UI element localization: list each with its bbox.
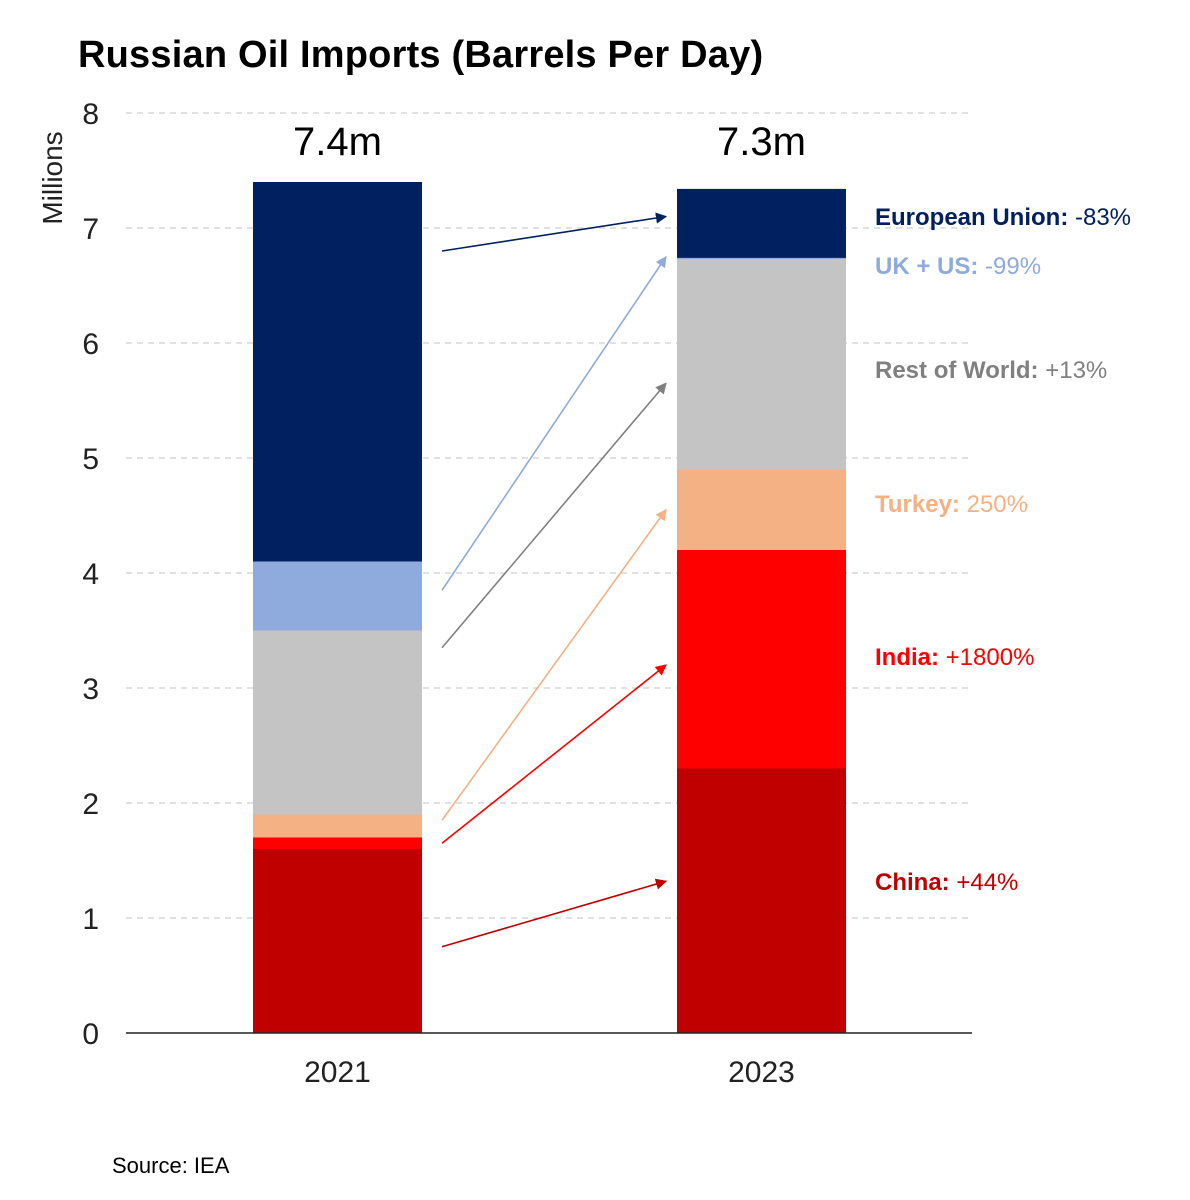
annotation-european-union: European Union: -83% [875,204,1131,231]
source-note: Source: IEA [112,1153,230,1178]
arrow-european-union [441,212,668,252]
y-tick-label: 7 [82,213,99,246]
bar-segment-rest-of-world-2021 [253,630,422,815]
arrow-india [441,664,667,844]
bar-total-label: 7.4m [293,120,382,164]
bar-segment-uk-us-2023 [677,257,846,260]
annotation-name: Rest of World: [875,357,1039,384]
annotation-change: +44% [950,869,1019,896]
x-tick-label: 2023 [728,1056,795,1089]
bar-segment-china-2023 [677,768,846,1033]
arrow-uk-us [441,255,667,591]
y-tick-label: 4 [82,558,99,591]
annotation-change: 250% [960,491,1028,518]
annotation-name: UK + US: [875,253,978,280]
annotation-name: Turkey: [875,491,960,518]
annotation-rest-of-world: Rest of World: +13% [875,357,1107,384]
annotation-change: +13% [1039,357,1108,384]
bar-segment-turkey-2023 [677,469,846,550]
bar-segment-india-2021 [253,837,422,849]
annotation-china: China: +44% [875,869,1018,896]
y-tick-label: 1 [82,903,99,936]
x-tick-label: 2021 [304,1056,371,1089]
annotation-uk-us: UK + US: -99% [875,253,1041,280]
annotation-change: -83% [1068,204,1131,231]
y-tick-label: 5 [82,443,99,476]
y-tick-label: 0 [82,1018,99,1051]
bar-segment-european-union-2021 [253,182,422,562]
bar-segment-european-union-2023 [677,188,846,258]
bar-segment-rest-of-world-2023 [677,259,846,470]
annotation-name: China: [875,869,950,896]
y-tick-label: 8 [82,98,99,131]
annotation-change: +1800% [939,644,1034,671]
y-tick-label: 2 [82,788,99,821]
y-axis-label: Millions [37,131,68,224]
y-tick-label: 3 [82,673,99,706]
annotation-name: India: [875,644,939,671]
annotation-india: India: +1800% [875,644,1034,671]
chart-title: Russian Oil Imports (Barrels Per Day) [78,34,764,76]
annotation-name: European Union: [875,204,1068,231]
arrow-turkey [441,508,667,821]
bar-segment-india-2023 [677,550,846,769]
y-tick-label: 6 [82,328,99,361]
arrow-china [441,878,668,948]
bar-total-label: 7.3m [717,120,806,164]
arrow-rest-of-world [441,382,667,649]
annotation-turkey: Turkey: 250% [875,491,1028,518]
bar-segment-turkey-2021 [253,814,422,838]
annotation-change: -99% [978,253,1041,280]
bar-segment-china-2021 [253,849,422,1033]
bar-segment-uk-us-2021 [253,561,422,631]
